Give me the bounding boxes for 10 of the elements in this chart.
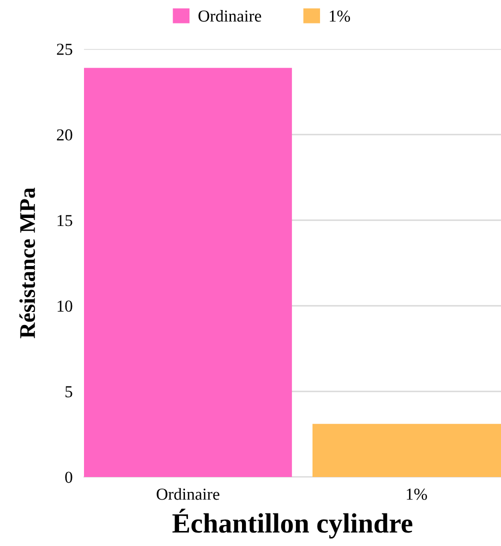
x-axis-title: Échantillon cylindre <box>172 508 412 539</box>
y-tick-label: 0 <box>65 472 72 483</box>
y-tick-label: 15 <box>58 214 72 226</box>
y-axis-title: Résistance MPa <box>19 188 36 338</box>
y-tick-label: 10 <box>58 300 72 312</box>
y-tick-label: 25 <box>56 44 72 55</box>
y-tick-label: 20 <box>56 129 72 141</box>
y-tick-label: 5 <box>66 386 72 398</box>
legend-label: 1% <box>330 10 350 22</box>
legend-label: Ordinaire <box>198 10 262 22</box>
